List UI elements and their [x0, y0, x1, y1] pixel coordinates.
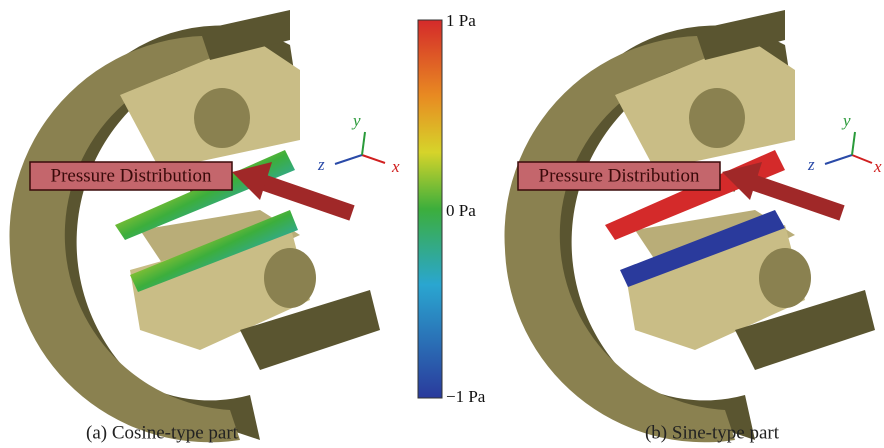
colorbar-label: 0 Pa — [446, 201, 476, 220]
axis-label: z — [317, 155, 325, 174]
callout: Pressure Distribution — [539, 165, 700, 186]
caption: (a) Cosine-type part — [86, 422, 239, 443]
axis-label: y — [841, 111, 851, 130]
axes-triad: z y x — [807, 111, 882, 176]
axes-triad: z y x — [317, 111, 400, 176]
callout: Pressure Distribution — [51, 165, 212, 186]
figure: Pressure Distribution z y x (a) Cosine-t… — [0, 0, 884, 448]
arrow — [262, 182, 352, 213]
colorbar: 1 Pa 0 Pa −1 Pa — [418, 11, 486, 406]
axis-label: z — [807, 155, 815, 174]
axis-label: x — [391, 157, 400, 176]
panel-a: Pressure Distribution z y x (a) Cosine-t… — [9, 10, 400, 443]
panel-b: Pressure Distribution z y x (b) Sine-typ… — [504, 10, 882, 443]
colorbar-scale — [418, 20, 442, 398]
caption: (b) Sine-type part — [645, 422, 780, 443]
colorbar-label: −1 Pa — [446, 387, 486, 406]
render — [504, 10, 875, 442]
arrow — [752, 182, 842, 213]
render — [9, 10, 380, 442]
axis-label: y — [351, 111, 361, 130]
axis-label: x — [873, 157, 882, 176]
colorbar-label: 1 Pa — [446, 11, 476, 30]
